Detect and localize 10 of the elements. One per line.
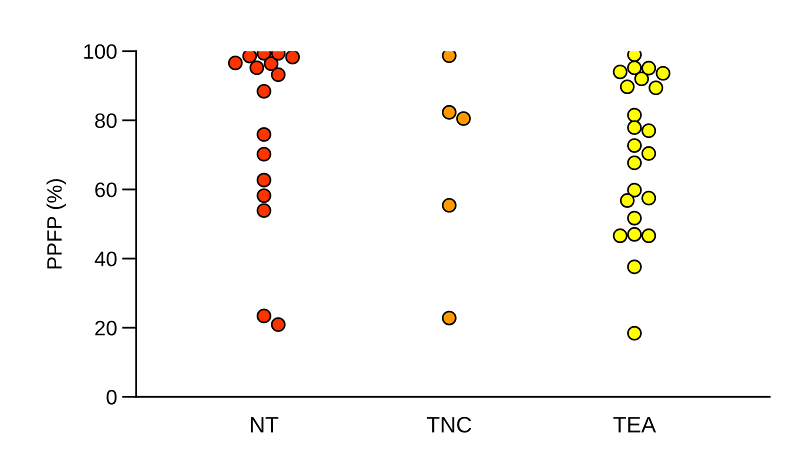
y-tick-label: 20 bbox=[95, 320, 117, 336]
y-tick-label: 80 bbox=[95, 113, 117, 128]
y-tick-label: 40 bbox=[94, 252, 117, 266]
x-tick-label: TNC bbox=[426, 416, 472, 433]
y-tick-label: 0 bbox=[106, 390, 117, 405]
y-axis-title: PPFP (%) bbox=[46, 179, 66, 268]
x-tick-label: TEA bbox=[613, 417, 656, 432]
y-tick-label: 100 bbox=[84, 44, 117, 59]
y-tick-label: 60 bbox=[95, 182, 117, 198]
x-tick-label: NT bbox=[250, 417, 278, 432]
